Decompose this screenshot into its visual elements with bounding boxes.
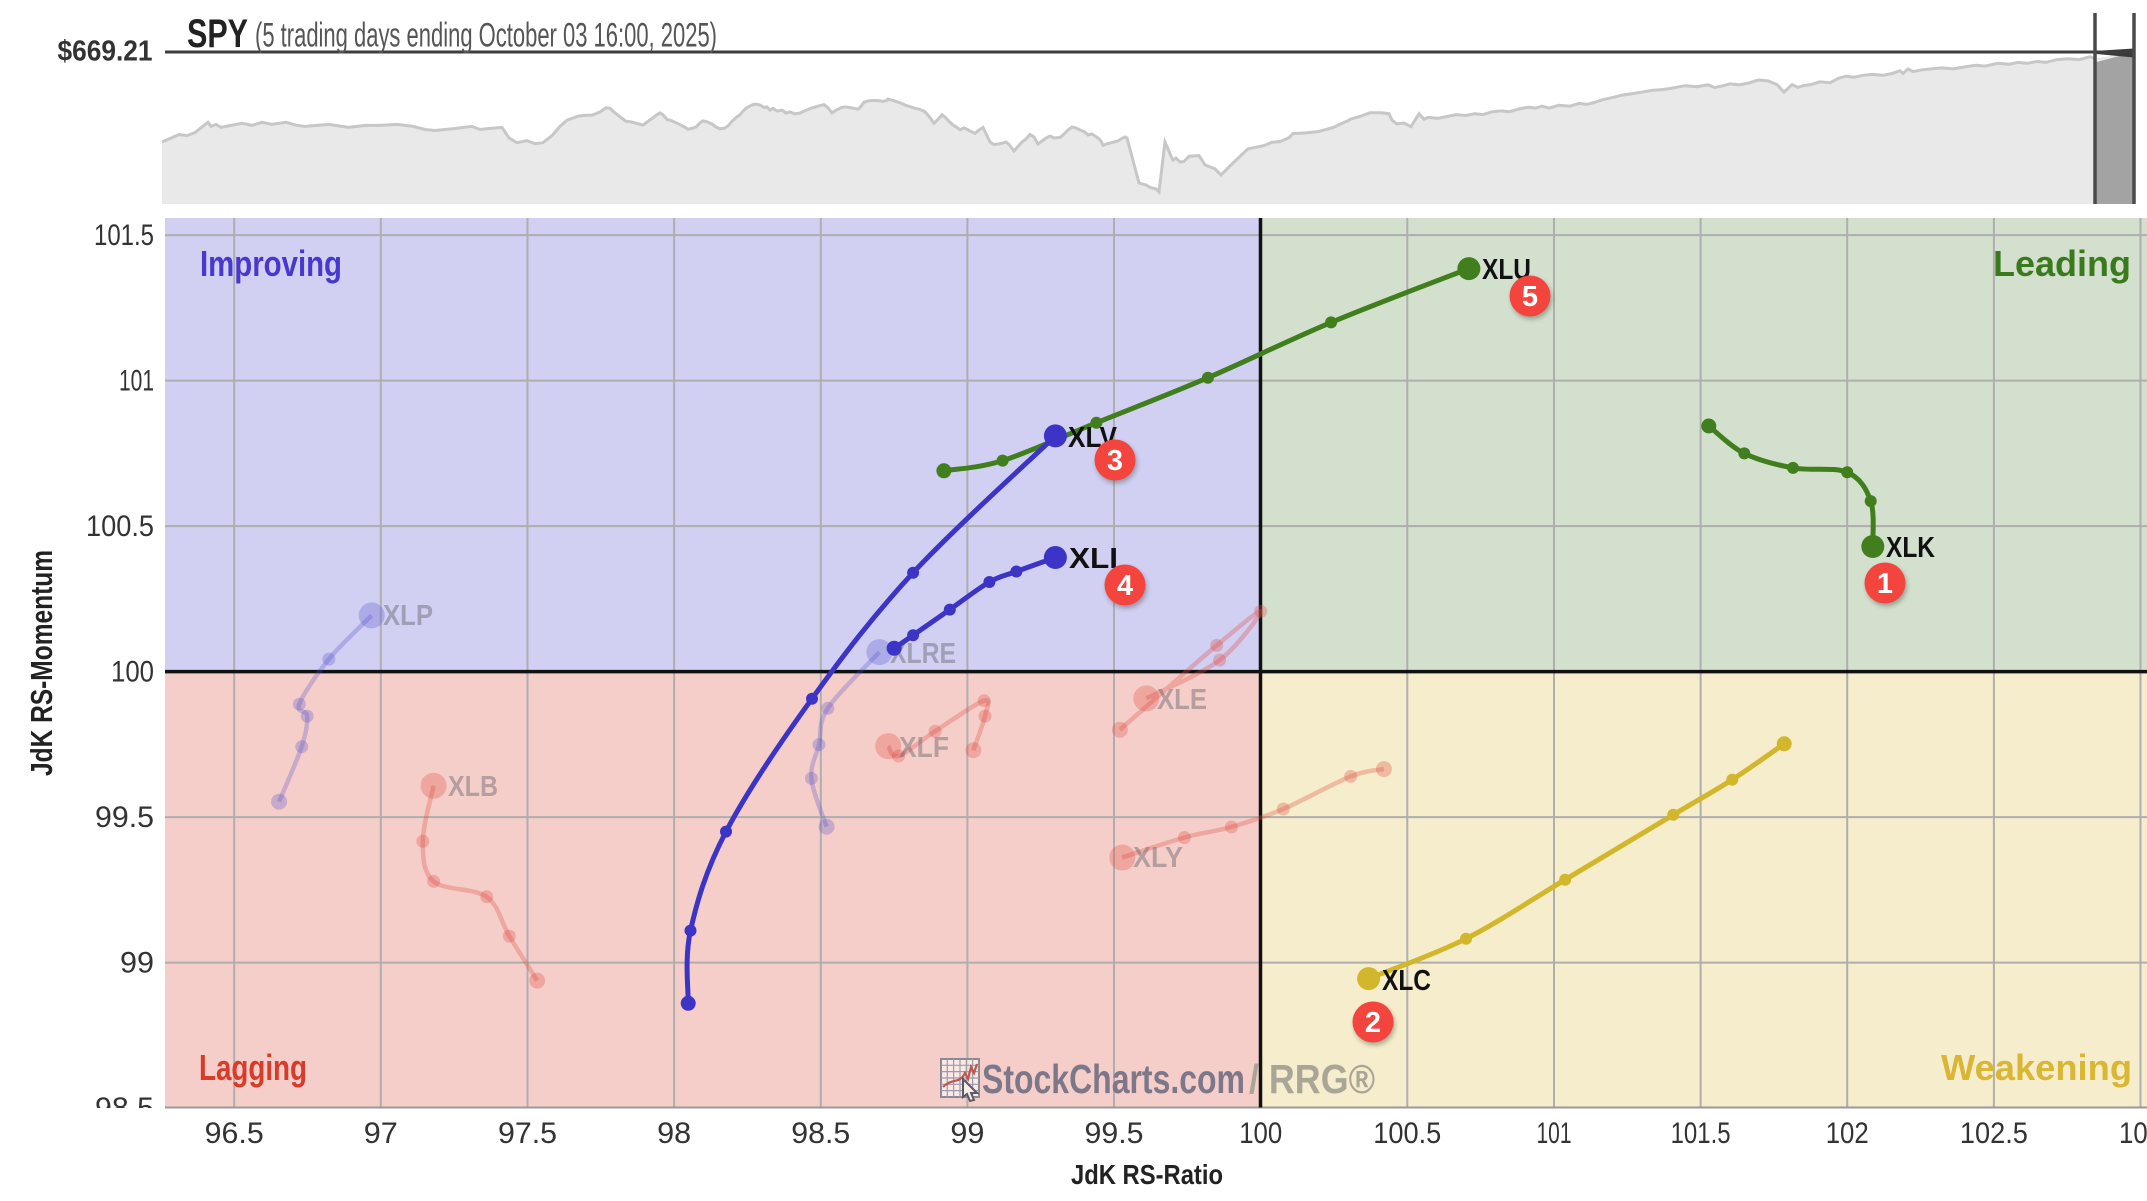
svg-text:98.5: 98.5 (95, 1092, 154, 1125)
svg-text:XLB: XLB (448, 771, 498, 803)
svg-text:2: 2 (1365, 1007, 1381, 1039)
svg-text:96.5: 96.5 (205, 1117, 264, 1150)
svg-text:99: 99 (120, 947, 154, 980)
svg-text:102.5: 102.5 (1960, 1117, 2028, 1150)
svg-text:JdK RS-Ratio: JdK RS-Ratio (1071, 1159, 1223, 1190)
svg-text:103: 103 (2119, 1117, 2147, 1150)
svg-text:XLF: XLF (899, 732, 949, 764)
svg-text:Leading: Leading (1993, 243, 2131, 284)
svg-text:$669.21: $669.21 (58, 36, 153, 68)
svg-text:Lagging: Lagging (199, 1047, 307, 1088)
svg-text:4: 4 (1117, 570, 1133, 602)
svg-text:XLK: XLK (1886, 532, 1935, 564)
svg-text:100: 100 (1239, 1117, 1282, 1150)
svg-text:100.5: 100.5 (1373, 1117, 1441, 1150)
svg-text:XLP: XLP (383, 600, 433, 632)
svg-text:XLE: XLE (1157, 684, 1207, 716)
svg-text:97: 97 (364, 1117, 398, 1150)
svg-text:Improving: Improving (200, 243, 342, 284)
svg-text:101: 101 (119, 365, 154, 398)
svg-text:JdK RS-Momentum: JdK RS-Momentum (24, 550, 59, 776)
svg-text:/ RRG®: / RRG® (1249, 1056, 1375, 1102)
svg-text:XLC: XLC (1382, 965, 1431, 997)
svg-text:101: 101 (1537, 1117, 1572, 1150)
svg-text:XLI: XLI (1069, 543, 1118, 575)
svg-text:XLY: XLY (1133, 842, 1183, 874)
svg-text:StockCharts.com: StockCharts.com (982, 1056, 1245, 1102)
svg-text:101.5: 101.5 (1671, 1117, 1731, 1150)
svg-text:99: 99 (950, 1117, 984, 1150)
svg-text:99.5: 99.5 (1085, 1117, 1144, 1150)
svg-text:3: 3 (1107, 445, 1123, 477)
svg-text:100: 100 (111, 656, 154, 689)
svg-text:98: 98 (657, 1117, 691, 1150)
svg-text:102: 102 (1826, 1117, 1869, 1150)
svg-text:98.5: 98.5 (791, 1117, 850, 1150)
svg-text:99.5: 99.5 (95, 801, 154, 834)
svg-text:Weakening: Weakening (1941, 1047, 2132, 1088)
svg-text:101.5: 101.5 (94, 219, 154, 252)
svg-text:(5 trading days ending October: (5 trading days ending October 03 16:00,… (255, 17, 717, 55)
svg-text:1: 1 (1877, 568, 1893, 600)
svg-text:97.5: 97.5 (498, 1117, 557, 1150)
svg-text:5: 5 (1522, 281, 1538, 313)
svg-text:SPY: SPY (187, 12, 248, 56)
svg-text:100.5: 100.5 (86, 510, 154, 543)
